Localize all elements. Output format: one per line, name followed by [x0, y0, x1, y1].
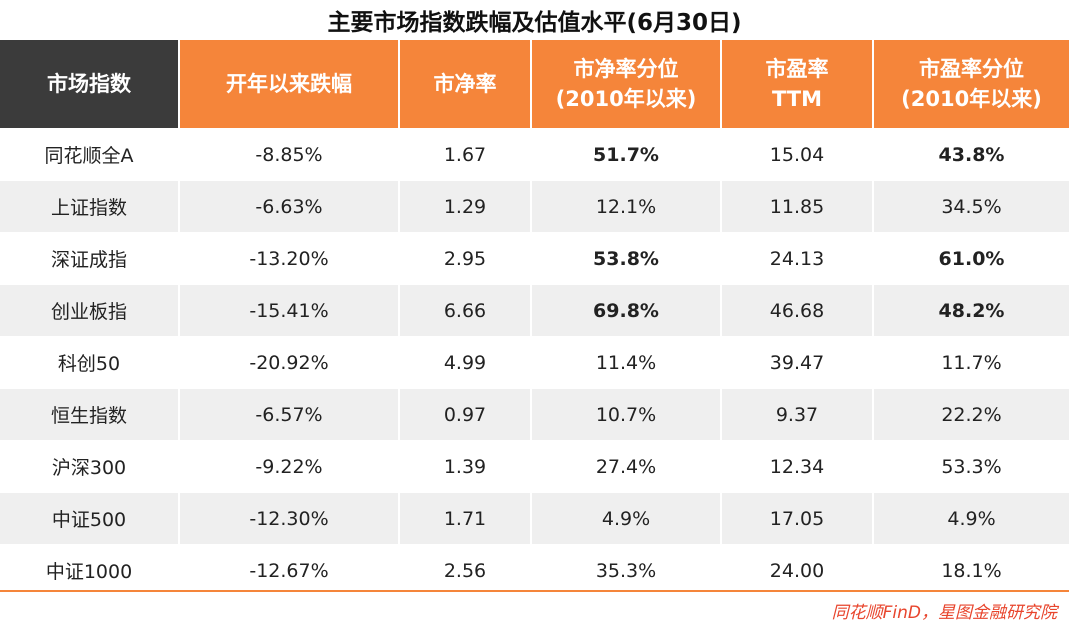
table-cell: 6.66: [400, 284, 532, 336]
index-name-cell: 恒生指数: [0, 388, 180, 440]
table-cell: 39.47: [722, 336, 874, 388]
table-row: 中证1000 -12.67% 2.56 35.3% 24.00 18.1%: [0, 544, 1069, 596]
column-header: 市场指数: [0, 40, 180, 128]
column-header: 开年以来跌幅: [180, 40, 400, 128]
table-row: 上证指数 -6.63% 1.29 12.1% 11.85 34.5%: [0, 180, 1069, 232]
table-cell: 1.39: [400, 440, 532, 492]
table-cell: 61.0%: [874, 232, 1069, 284]
table-cell: 4.9%: [874, 492, 1069, 544]
table-cell: 53.8%: [532, 232, 722, 284]
column-header-line: (2010年以来): [901, 87, 1042, 111]
column-header: 市净率: [400, 40, 532, 128]
table-row: 中证500 -12.30% 1.71 4.9% 17.05 4.9%: [0, 492, 1069, 544]
table-cell: 24.13: [722, 232, 874, 284]
bottom-rule: [0, 590, 1069, 592]
column-header-line: 市场指数: [47, 72, 131, 96]
table-cell: 53.3%: [874, 440, 1069, 492]
table-cell: -9.22%: [180, 440, 400, 492]
index-name-cell: 沪深300: [0, 440, 180, 492]
table-cell: 2.95: [400, 232, 532, 284]
index-name-cell: 同花顺全A: [0, 128, 180, 180]
table-cell: 51.7%: [532, 128, 722, 180]
table-cell: 1.71: [400, 492, 532, 544]
table-row: 恒生指数 -6.57% 0.97 10.7% 9.37 22.2%: [0, 388, 1069, 440]
table-cell: 15.04: [722, 128, 874, 180]
table-cell: 43.8%: [874, 128, 1069, 180]
table-cell: 12.1%: [532, 180, 722, 232]
column-header-line: 开年以来跌幅: [226, 72, 352, 96]
column-header-line: 市盈率: [765, 57, 829, 81]
column-header-line: (2010年以来): [555, 87, 697, 111]
table-row: 同花顺全A -8.85% 1.67 51.7% 15.04 43.8%: [0, 128, 1069, 180]
table-cell: -12.67%: [180, 544, 400, 596]
table-cell: 48.2%: [874, 284, 1069, 336]
table-cell: 0.97: [400, 388, 532, 440]
table-cell: 9.37: [722, 388, 874, 440]
table-row: 科创50 -20.92% 4.99 11.4% 39.47 11.7%: [0, 336, 1069, 388]
table-cell: 11.7%: [874, 336, 1069, 388]
table-cell: 12.34: [722, 440, 874, 492]
table-cell: -15.41%: [180, 284, 400, 336]
table-row: 沪深300 -9.22% 1.39 27.4% 12.34 53.3%: [0, 440, 1069, 492]
table-cell: -12.30%: [180, 492, 400, 544]
index-name-cell: 上证指数: [0, 180, 180, 232]
column-header-line: 市盈率分位: [919, 57, 1024, 81]
index-name-cell: 中证500: [0, 492, 180, 544]
table-cell: -8.85%: [180, 128, 400, 180]
column-header-line: 市净率: [433, 72, 497, 96]
table-cell: 1.29: [400, 180, 532, 232]
index-name-cell: 科创50: [0, 336, 180, 388]
table-cell: 11.85: [722, 180, 874, 232]
table-cell: -6.57%: [180, 388, 400, 440]
index-name-cell: 深证成指: [0, 232, 180, 284]
table-cell: 2.56: [400, 544, 532, 596]
table-cell: 27.4%: [532, 440, 722, 492]
table-cell: 22.2%: [874, 388, 1069, 440]
table-cell: 46.68: [722, 284, 874, 336]
table-cell: 35.3%: [532, 544, 722, 596]
table-title: 主要市场指数跌幅及估值水平(6月30日): [327, 10, 742, 36]
table-cell: 24.00: [722, 544, 874, 596]
table-cell: 10.7%: [532, 388, 722, 440]
table-cell: -20.92%: [180, 336, 400, 388]
table-cell: 4.9%: [532, 492, 722, 544]
index-name-cell: 创业板指: [0, 284, 180, 336]
table-row: 深证成指 -13.20% 2.95 53.8% 24.13 61.0%: [0, 232, 1069, 284]
column-header: 市盈率 TTM: [722, 40, 874, 128]
table-cell: 1.67: [400, 128, 532, 180]
source-note: 同花顺FinD，星图金融研究院: [831, 603, 1057, 623]
table-cell: 34.5%: [874, 180, 1069, 232]
table-cell: -6.63%: [180, 180, 400, 232]
header-row: 市场指数 开年以来跌幅 市净率 市净率分位 (2010年以来) 市盈率 TTM 市盈率分位 (2…: [0, 40, 1069, 128]
column-header: 市盈率分位 (2010年以来): [874, 40, 1069, 128]
index-name-cell: 中证1000: [0, 544, 180, 596]
table-cell: 18.1%: [874, 544, 1069, 596]
valuation-table: 市场指数 开年以来跌幅 市净率 市净率分位 (2010年以来) 市盈率 TTM 市盈率分位 (2…: [0, 40, 1069, 596]
column-header: 市净率分位 (2010年以来): [532, 40, 722, 128]
table-row: 创业板指 -15.41% 6.66 69.8% 46.68 48.2%: [0, 284, 1069, 336]
column-header-line: TTM: [771, 87, 823, 111]
table-body: 同花顺全A -8.85% 1.67 51.7% 15.04 43.8% 上证指数 -6.63%…: [0, 128, 1069, 596]
table-cell: 4.99: [400, 336, 532, 388]
table-cell: 69.8%: [532, 284, 722, 336]
table-cell: -13.20%: [180, 232, 400, 284]
column-header-line: 市净率分位: [573, 57, 679, 81]
table-cell: 17.05: [722, 492, 874, 544]
table-cell: 11.4%: [532, 336, 722, 388]
